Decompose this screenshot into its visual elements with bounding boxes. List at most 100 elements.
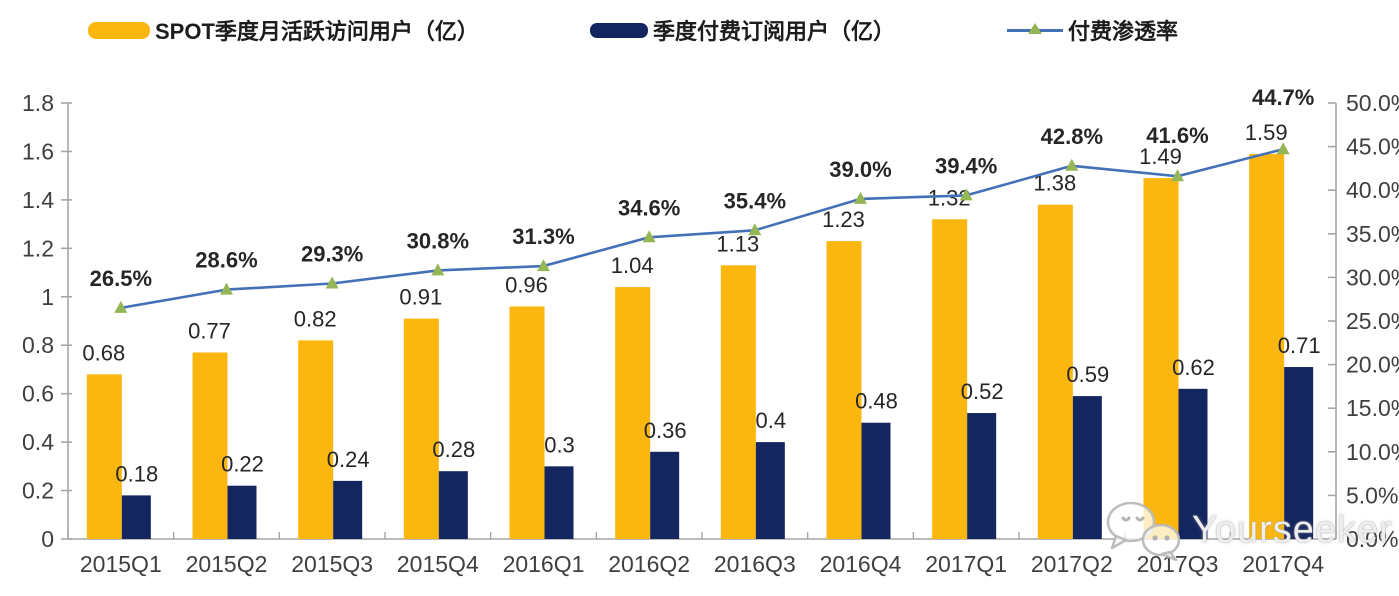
subs-legend-swatch: [590, 22, 648, 38]
penetration-label: 44.7%: [1252, 85, 1314, 110]
left-axis-tick-label: 1.8: [22, 90, 54, 116]
subs-bar: [544, 466, 574, 539]
subs-bar: [967, 413, 997, 539]
penetration-label: 41.6%: [1146, 123, 1208, 148]
left-axis-tick-label: 1: [41, 284, 54, 310]
penetration-marker: [748, 223, 762, 236]
left-axis-tick-label: 0: [41, 526, 54, 552]
subs-bar-label: 0.3: [544, 432, 575, 457]
mau-bar: [720, 265, 756, 539]
penetration-label: 31.3%: [512, 224, 574, 249]
left-axis-tick-label: 0.4: [22, 429, 54, 455]
subs-bar-label: 0.59: [1066, 362, 1109, 387]
x-axis-label: 2017Q3: [1137, 551, 1219, 577]
mau-bar: [826, 241, 862, 540]
right-axis-tick-label: 15.0%: [1346, 395, 1399, 421]
penetration-label: 34.6%: [618, 195, 680, 220]
left-axis-tick-label: 0.6: [22, 381, 54, 407]
mau-bar: [615, 287, 651, 539]
x-axis-label: 2015Q2: [186, 551, 268, 577]
x-axis-label: 2015Q4: [397, 551, 479, 577]
penetration-marker: [959, 188, 973, 201]
subs-bar: [755, 442, 785, 539]
penetration-marker: [854, 191, 867, 204]
x-axis-label: 2016Q1: [503, 551, 585, 577]
subs-bar: [121, 495, 151, 539]
left-axis-tick-label: 1.4: [22, 187, 54, 213]
subs-bar-label: 0.4: [756, 408, 787, 433]
penetration-marker: [431, 263, 445, 276]
right-axis-tick-label: 5.0%: [1346, 482, 1398, 508]
subs-bar-label: 0.71: [1278, 333, 1321, 358]
penetration-marker: [114, 300, 128, 313]
mau-bar: [192, 352, 228, 539]
subs-bar-label: 0.28: [432, 437, 475, 462]
subs-bar: [333, 480, 363, 539]
left-axis-tick-label: 0.8: [22, 332, 54, 358]
subs-bar-label: 0.24: [327, 447, 370, 472]
penetration-marker: [220, 282, 233, 295]
penetration-legend-label: 付费渗透率: [1068, 19, 1179, 44]
x-axis-label: 2016Q3: [714, 551, 796, 577]
penetration-label: 42.8%: [1041, 124, 1103, 149]
subs-bar-label: 0.48: [855, 389, 898, 414]
penetration-label: 28.6%: [195, 248, 257, 273]
subs-bar-label: 0.22: [221, 452, 264, 477]
penetration-line: [120, 147, 1284, 310]
mau-bar: [509, 306, 545, 539]
mau-bar-label: 0.77: [188, 318, 231, 343]
penetration-legend-triangle-icon: [1028, 23, 1042, 34]
mau-bar: [1249, 153, 1285, 539]
penetration-label: 29.3%: [301, 242, 363, 267]
right-axis-tick-label: 25.0%: [1346, 308, 1399, 334]
mau-bar: [1143, 178, 1179, 540]
mau-bar: [1037, 204, 1073, 539]
penetration-marker: [1065, 158, 1079, 171]
subs-bar: [650, 451, 680, 539]
x-axis-label: 2015Q1: [80, 551, 162, 577]
subs-bar-label: 0.18: [115, 461, 158, 486]
legend-item-subs: 季度付费订阅用户（亿）: [590, 14, 895, 46]
mau-bar-label: 1.04: [611, 253, 654, 278]
subs-bar-label: 0.52: [961, 379, 1004, 404]
mau-bar-label: 0.91: [399, 285, 442, 310]
mau-bar-label: 1.49: [1139, 144, 1182, 169]
x-axis-label: 2017Q2: [1031, 551, 1113, 577]
right-axis-tick-label: 10.0%: [1346, 439, 1399, 465]
mau-bar: [403, 318, 439, 539]
mau-bar-label: 1.59: [1245, 120, 1288, 145]
penetration-marker: [1276, 142, 1290, 155]
mau-bar: [298, 340, 334, 539]
subs-bar: [227, 485, 257, 539]
mau-bar: [86, 374, 122, 539]
penetration-marker: [325, 276, 339, 289]
x-axis-label: 2016Q4: [820, 551, 902, 577]
mau-bar-label: 0.68: [82, 340, 125, 365]
subs-bar: [438, 471, 468, 539]
x-axis-label: 2017Q1: [925, 551, 1007, 577]
x-axis-label: 2015Q3: [291, 551, 373, 577]
x-axis-label: 2016Q2: [608, 551, 690, 577]
right-axis-tick-label: 35.0%: [1346, 221, 1399, 247]
legend-item-mau: SPOT季度月活跃访问用户（亿）: [88, 14, 479, 46]
legend-item-penetration: 付费渗透率: [1007, 14, 1178, 46]
left-axis-tick-label: 1.6: [22, 138, 54, 164]
penetration-label: 35.4%: [724, 188, 786, 213]
right-axis-tick-label: 20.0%: [1346, 352, 1399, 378]
penetration-legend-marker: [1007, 20, 1063, 40]
penetration-label: 30.8%: [407, 228, 469, 253]
penetration-label: 26.5%: [90, 266, 152, 291]
right-axis-tick-label: 40.0%: [1346, 177, 1399, 203]
mau-bar: [932, 219, 968, 539]
left-axis-tick-label: 1.2: [22, 235, 54, 261]
penetration-label: 39.4%: [935, 153, 997, 178]
penetration-marker: [537, 259, 550, 272]
mau-bar-label: 0.96: [505, 272, 548, 297]
subs-bar: [861, 422, 891, 539]
right-axis-tick-label: 30.0%: [1346, 264, 1399, 290]
right-axis-tick-label: 50.0%: [1346, 90, 1399, 116]
subs-legend-label: 季度付费订阅用户（亿）: [653, 19, 896, 44]
penetration-marker: [1171, 169, 1184, 182]
subs-bar-label: 0.62: [1172, 355, 1215, 380]
